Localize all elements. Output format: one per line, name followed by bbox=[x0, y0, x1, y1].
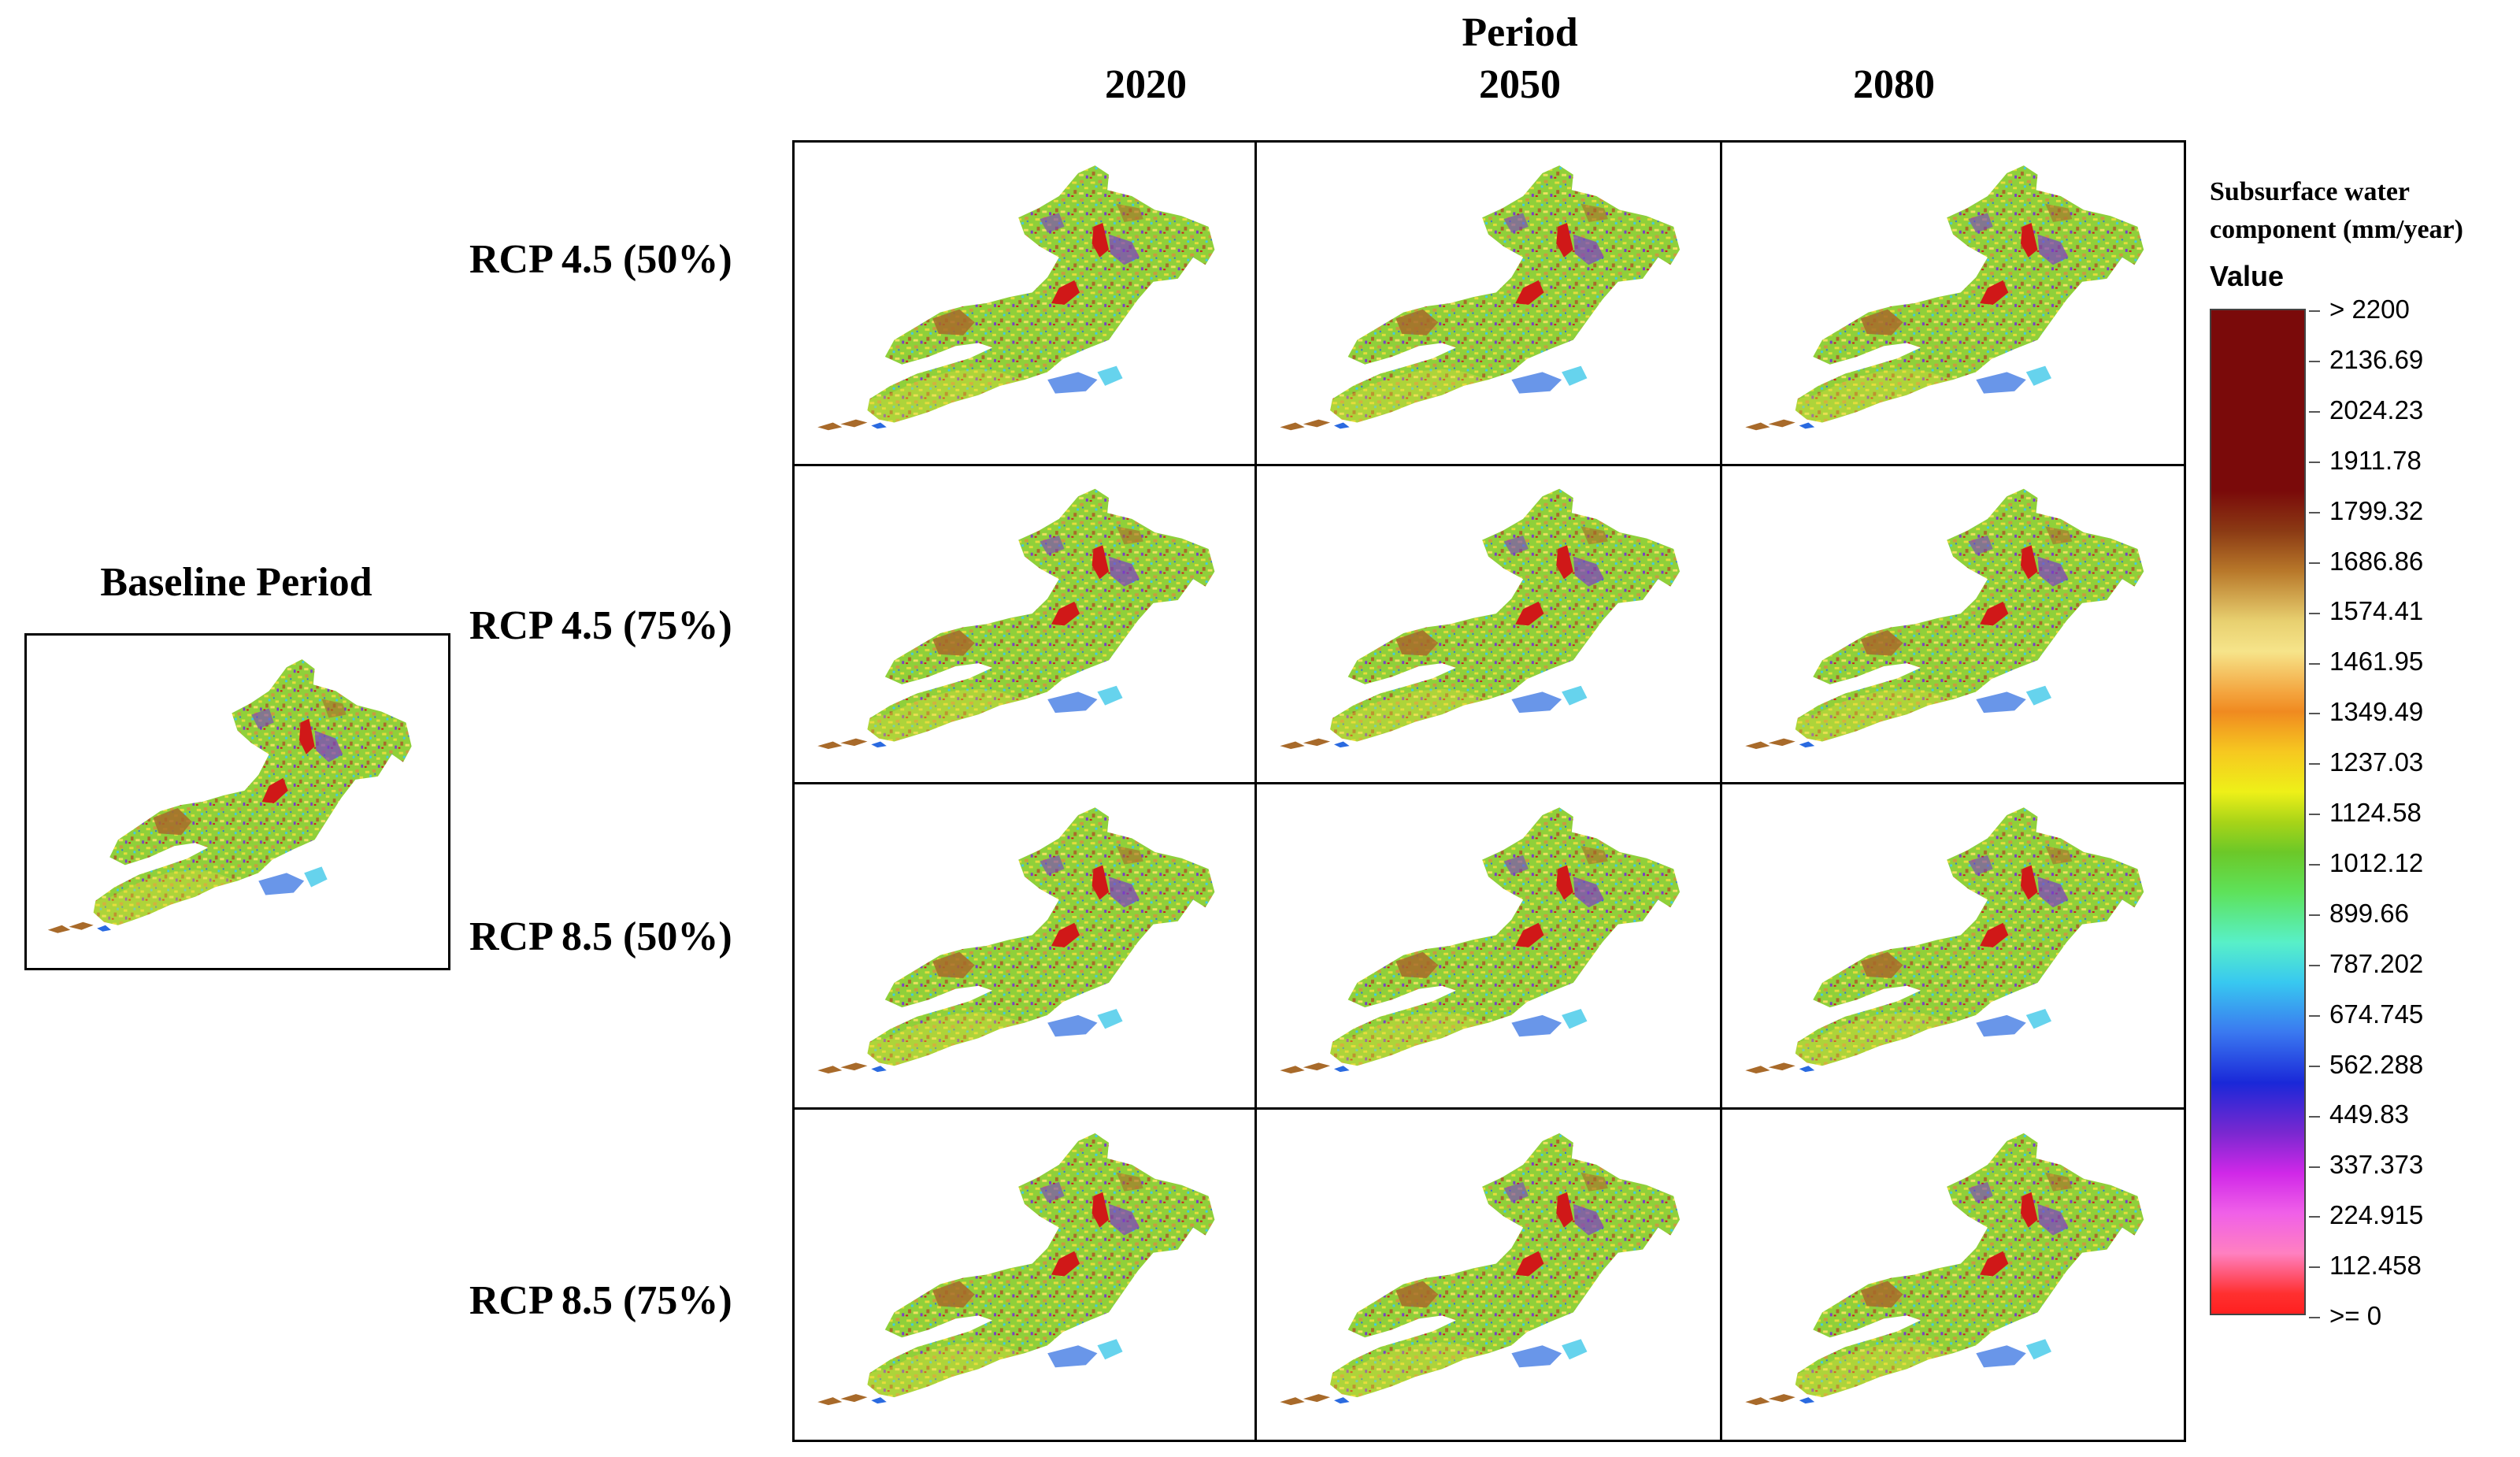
basin-map bbox=[817, 807, 1215, 1074]
period-title: Period bbox=[1462, 10, 1578, 55]
legend-tick-label: 224.915 bbox=[2309, 1200, 2423, 1230]
map-panel-rcp45-75-2080 bbox=[1720, 464, 2186, 784]
legend-title-line1: Subsurface water bbox=[2210, 177, 2411, 206]
column-header-2020: 2020 bbox=[1105, 62, 1187, 107]
map-panel-rcp45-50-2020 bbox=[792, 140, 1257, 466]
legend-tick-label: 1799.32 bbox=[2309, 496, 2423, 526]
legend-tick-label: 899.66 bbox=[2309, 899, 2409, 929]
legend-value-label: Value bbox=[2210, 260, 2285, 292]
legend-tick-label: 1574.41 bbox=[2309, 596, 2423, 626]
basin-map bbox=[817, 165, 1215, 431]
column-header-2080: 2080 bbox=[1853, 62, 1935, 107]
map-panel-rcp85-75-2050 bbox=[1254, 1107, 1722, 1442]
legend-tick-label: 337.373 bbox=[2309, 1150, 2423, 1180]
map-panel-rcp85-50-2020 bbox=[792, 782, 1257, 1110]
basin-map bbox=[817, 488, 1215, 749]
row-label-rcp85-50: RCP 8.5 (50%) bbox=[469, 914, 732, 959]
legend-tick-label: 1911.78 bbox=[2309, 446, 2422, 476]
legend-tick-label: >= 0 bbox=[2309, 1301, 2381, 1331]
legend-tick-label: 674.745 bbox=[2309, 999, 2423, 1029]
basin-map bbox=[1280, 488, 1681, 749]
legend-tick-label: 562.288 bbox=[2309, 1050, 2423, 1080]
legend-tick-label: 787.202 bbox=[2309, 949, 2423, 979]
legend-title-line2: component (mm/year) bbox=[2210, 215, 2463, 244]
legend-tick-label: 449.83 bbox=[2309, 1099, 2409, 1129]
basin-map bbox=[1280, 807, 1681, 1074]
map-panel-rcp45-50-2080 bbox=[1720, 140, 2186, 466]
map-panel-baseline bbox=[24, 633, 450, 970]
basin-map bbox=[1280, 1133, 1681, 1406]
map-panel-rcp85-50-2050 bbox=[1254, 782, 1722, 1110]
basin-map bbox=[1745, 488, 2144, 749]
legend-tick-label: 1686.86 bbox=[2309, 547, 2423, 576]
legend-ticks: > 2200 2136.69 2024.23 1911.78 1799.32 1686.8… bbox=[2309, 295, 2514, 1337]
basin-map bbox=[1745, 165, 2144, 431]
basin-map bbox=[1280, 165, 1681, 431]
map-panel-rcp85-75-2080 bbox=[1720, 1107, 2186, 1442]
row-label-rcp85-75: RCP 8.5 (75%) bbox=[469, 1278, 732, 1323]
row-label-rcp45-50: RCP 4.5 (50%) bbox=[469, 237, 732, 282]
legend-tick-label: > 2200 bbox=[2309, 295, 2410, 324]
legend-tick-label: 112.458 bbox=[2309, 1251, 2422, 1281]
basin-map bbox=[817, 1133, 1215, 1406]
map-panel-rcp45-75-2050 bbox=[1254, 464, 1722, 784]
basin-map-baseline bbox=[47, 659, 412, 933]
map-panel-rcp45-75-2020 bbox=[792, 464, 1257, 784]
legend-color-ramp bbox=[2210, 309, 2306, 1315]
legend-tick-label: 2136.69 bbox=[2309, 345, 2423, 375]
column-header-2050: 2050 bbox=[1479, 62, 1561, 107]
legend-tick-label: 1012.12 bbox=[2309, 848, 2423, 878]
legend-tick-label: 2024.23 bbox=[2309, 395, 2423, 425]
legend-tick-label: 1124.58 bbox=[2309, 798, 2422, 828]
basin-map bbox=[1745, 1133, 2144, 1406]
map-panel-rcp45-50-2050 bbox=[1254, 140, 1722, 466]
legend-tick-label: 1461.95 bbox=[2309, 647, 2423, 677]
map-panel-rcp85-75-2020 bbox=[792, 1107, 1257, 1442]
baseline-title: Baseline Period bbox=[100, 560, 372, 605]
map-panel-rcp85-50-2080 bbox=[1720, 782, 2186, 1110]
legend-tick-label: 1237.03 bbox=[2309, 747, 2423, 777]
legend-tick-label: 1349.49 bbox=[2309, 697, 2423, 727]
legend-title: Subsurface water component (mm/year) bbox=[2210, 173, 2520, 249]
basin-map bbox=[1745, 807, 2144, 1074]
row-label-rcp45-75: RCP 4.5 (75%) bbox=[469, 603, 732, 648]
